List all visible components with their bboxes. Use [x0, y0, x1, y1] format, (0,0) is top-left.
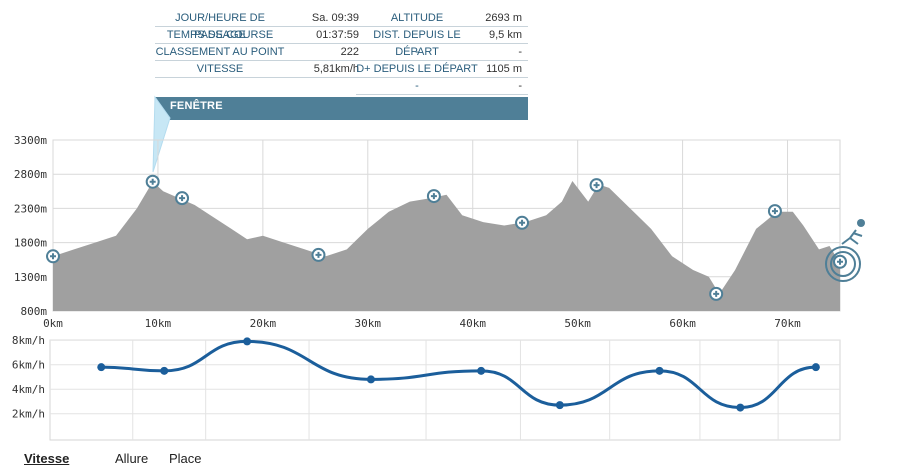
left-info-label: VITESSE	[196, 63, 244, 75]
finish-target-icon[interactable]	[825, 246, 861, 282]
checkpoint-marker	[46, 249, 60, 264]
elevation-chart: 3300m 2800m 2300m 1800m 1300m 800m 0km 10km 20k…	[14, 95, 865, 330]
x-tick-label: 10km	[145, 317, 172, 330]
speed-y-ticks: 8km/h 6km/h 4km/h 2km/h	[12, 334, 45, 421]
checkpoint-marker	[833, 254, 847, 269]
left-info-value: 5,81km/h	[313, 63, 359, 75]
y-tick-label: 1800m	[14, 237, 47, 250]
right-info-row: --	[356, 78, 528, 95]
speed-y-tick-label: 8km/h	[12, 334, 45, 347]
speed-point	[160, 366, 169, 375]
speed-frame	[49, 339, 841, 441]
window-label: FENÊTRE	[170, 100, 223, 112]
right-info-value: -	[518, 46, 522, 58]
runner-icon	[841, 219, 865, 245]
elevation-area	[53, 181, 840, 311]
y-tick-label: 800m	[21, 305, 48, 318]
speed-chart: 8km/h 6km/h 4km/h 2km/h	[12, 334, 841, 441]
right-info-label: DIST. DEPUIS LE DÉPART	[373, 29, 461, 58]
right-info-label: -	[415, 80, 419, 92]
speed-point	[555, 401, 564, 410]
left-info-label: TEMPS DE COURSE	[166, 29, 274, 41]
left-info-row: JOUR/HEURE DE PASSAGE Sa. 09:39	[155, 10, 365, 41]
right-info-label: ALTITUDE	[390, 12, 444, 24]
y-tick-label: 2300m	[14, 202, 47, 215]
speed-point	[811, 363, 820, 372]
x-tick-label: 30km	[355, 317, 382, 330]
x-tick-label: 20km	[250, 317, 277, 330]
checkpoint-marker	[589, 178, 604, 193]
speed-y-tick-label: 2km/h	[12, 408, 45, 421]
right-info-value: -	[518, 80, 522, 92]
speed-point	[243, 337, 252, 346]
speed-points[interactable]	[97, 337, 820, 412]
checkpoint-marker	[767, 204, 782, 219]
speed-line	[101, 339, 816, 410]
tab-place[interactable]: Place	[169, 451, 202, 466]
left-info-value: 222	[340, 46, 359, 58]
left-info-row: CLASSEMENT AU POINT 222	[155, 44, 365, 61]
speed-y-tick-label: 6km/h	[12, 359, 45, 372]
right-info-label: D+ DEPUIS LE DÉPART	[356, 63, 478, 75]
right-info-row: DIST. DEPUIS LE DÉPART 9,5 km	[356, 27, 528, 58]
tab-vitesse[interactable]: Vitesse	[24, 451, 70, 466]
checkpoint-marker	[426, 189, 441, 204]
speed-point	[477, 366, 486, 375]
checkpoint-marker	[709, 286, 724, 301]
speed-grid	[49, 339, 841, 441]
right-info-label: -	[415, 46, 419, 58]
left-info-value: Sa. 09:39	[311, 12, 359, 24]
right-info-row: D+ DEPUIS LE DÉPART 1105 m	[356, 61, 528, 78]
left-info-value: 01:37:59	[316, 29, 359, 41]
window-pointer	[152, 95, 171, 173]
window-header	[155, 97, 528, 120]
right-info-value: 1105 m	[486, 63, 522, 75]
speed-point	[366, 375, 375, 384]
elevation-x-ticks: 0km 10km 20km 30km 40km 50km 60km 70km	[43, 317, 801, 330]
right-info-row: ALTITUDE 2693 m	[356, 10, 528, 27]
right-info-row: --	[356, 44, 528, 61]
y-tick-label: 2800m	[14, 168, 47, 181]
x-tick-label: 70km	[774, 317, 801, 330]
x-tick-label: 60km	[669, 317, 696, 330]
right-info-value: 2693 m	[485, 12, 522, 24]
checkpoint-marker	[145, 174, 160, 189]
left-info-label: CLASSEMENT AU POINT	[155, 46, 285, 58]
x-tick-label: 40km	[459, 317, 486, 330]
speed-point	[97, 363, 106, 372]
x-tick-label: 0km	[43, 317, 63, 330]
checkpoint-marker	[515, 215, 530, 230]
checkpoint-marker	[175, 191, 190, 206]
x-tick-label: 50km	[564, 317, 591, 330]
speed-y-tick-label: 4km/h	[12, 383, 45, 396]
y-tick-label: 3300m	[14, 134, 47, 147]
checkpoint-marker	[311, 247, 326, 262]
left-info-label: JOUR/HEURE DE PASSAGE	[175, 12, 265, 41]
elevation-y-ticks: 3300m 2800m 2300m 1800m 1300m 800m	[14, 134, 47, 318]
y-tick-label: 1300m	[14, 271, 47, 284]
speed-point	[655, 366, 664, 375]
tab-allure[interactable]: Allure	[115, 451, 149, 466]
left-info-row: TEMPS DE COURSE 01:37:59	[155, 27, 365, 44]
right-info-value: 9,5 km	[488, 29, 522, 41]
checkpoint-markers[interactable]	[46, 174, 847, 301]
speed-point	[736, 403, 745, 412]
left-info-row: VITESSE 5,81km/h	[155, 61, 365, 78]
